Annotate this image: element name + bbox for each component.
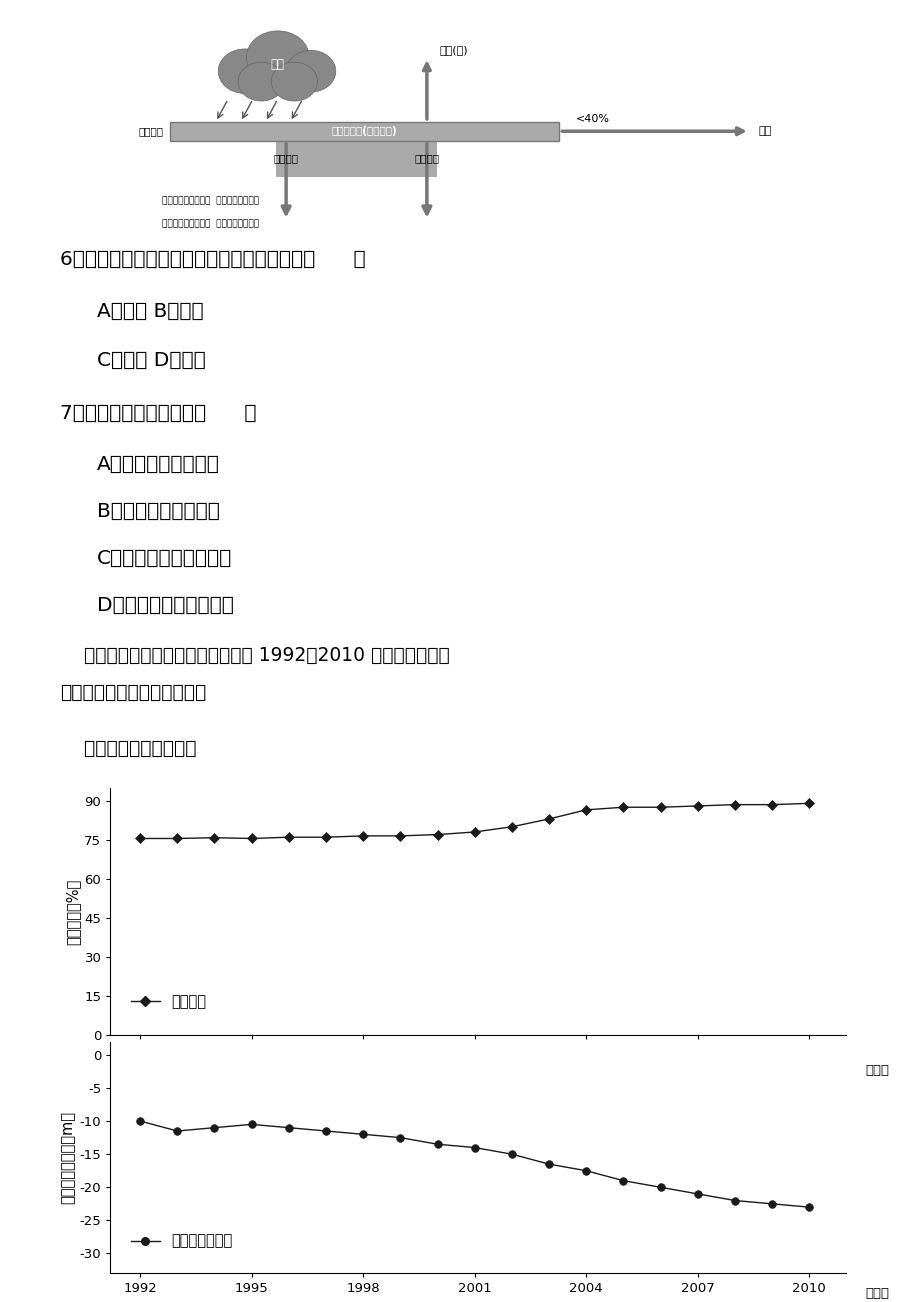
Circle shape: [218, 49, 271, 94]
Text: （年）: （年）: [864, 1064, 888, 1077]
FancyBboxPatch shape: [170, 122, 559, 141]
Text: 城市化率反映城市化水平。下图为 1992～2010 年北京市城市化: 城市化率反映城市化水平。下图为 1992～2010 年北京市城市化: [60, 646, 449, 665]
FancyBboxPatch shape: [276, 141, 437, 177]
Text: （年）: （年）: [864, 1286, 888, 1299]
Text: 读图，完成下列各题。: 读图，完成下列各题。: [60, 740, 196, 758]
Text: 下渗减排: 下渗减排: [273, 152, 299, 163]
Text: <40%: <40%: [575, 113, 609, 124]
Text: 海绵城市: 海绵城市: [139, 126, 164, 137]
Text: 地、生物滞留设施等  湿地、雨水湿地等: 地、生物滞留设施等 湿地、雨水湿地等: [162, 220, 259, 228]
Circle shape: [238, 62, 284, 102]
Text: D．增加城市的径流总量: D．增加城市的径流总量: [96, 596, 233, 615]
Text: 率及地下水埋藏深度变化图。: 率及地下水埋藏深度变化图。: [60, 682, 206, 702]
Text: 排放: 排放: [757, 126, 770, 137]
Text: 年径流总量(多年平均): 年径流总量(多年平均): [332, 126, 397, 137]
Circle shape: [246, 31, 309, 83]
Circle shape: [286, 51, 335, 92]
Text: 6．海绵城市的建设主要改变的水循环环节是（      ）: 6．海绵城市的建设主要改变的水循环环节是（ ）: [60, 250, 365, 268]
Text: C．下渗 D．径流: C．下渗 D．径流: [96, 352, 205, 370]
Legend: 城市化率: 城市化率: [125, 988, 212, 1016]
Text: A．降水 B．蒸发: A．降水 B．蒸发: [96, 302, 203, 320]
Text: 集蓄利用: 集蓄利用: [414, 152, 439, 163]
Text: 降雨: 降雨: [270, 57, 285, 70]
Y-axis label: 地下水埋藏深度（m）: 地下水埋藏深度（m）: [61, 1111, 75, 1204]
Circle shape: [271, 62, 317, 102]
Text: A．提升水源涵养能力: A．提升水源涵养能力: [96, 454, 220, 474]
Legend: 地下水埋藏深度: 地下水埋藏深度: [125, 1228, 239, 1254]
Text: 蒸发(腾): 蒸发(腾): [439, 46, 468, 56]
Text: 透水铺装、下沉式绿  蓄水池、雨水罐、: 透水铺装、下沉式绿 蓄水池、雨水罐、: [162, 197, 259, 206]
Text: 7．建设海绵城市不可以（      ）: 7．建设海绵城市不可以（ ）: [60, 404, 256, 423]
Y-axis label: 城市化率（%）: 城市化率（%）: [65, 879, 80, 944]
Text: B．缓解雨洪内涝压力: B．缓解雨洪内涝压力: [96, 503, 220, 521]
Text: C．促进水资源循环利用: C．促进水资源循环利用: [96, 549, 232, 568]
